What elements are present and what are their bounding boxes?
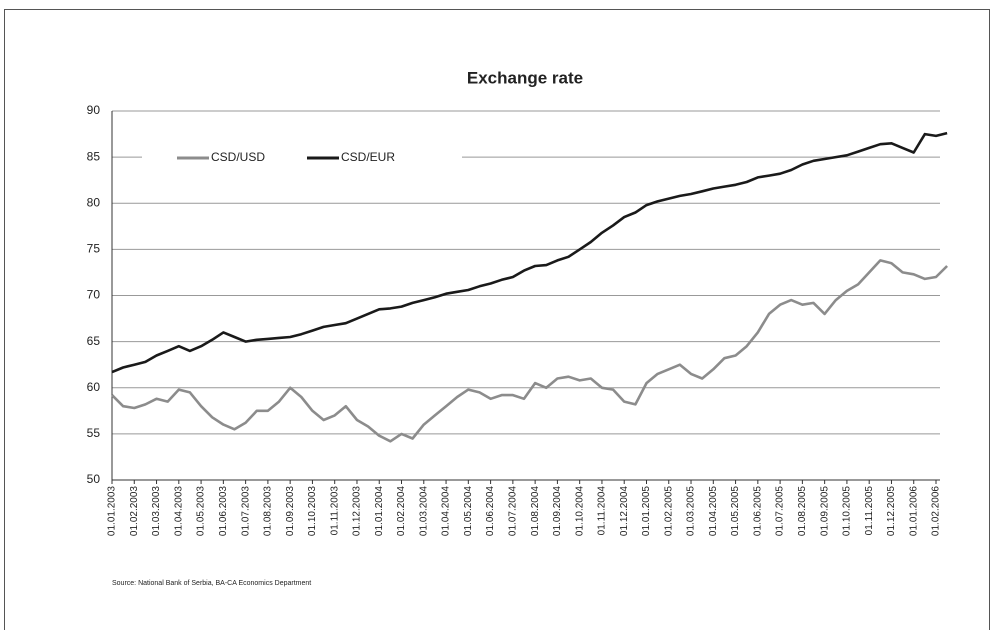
chart-title: Exchange rate	[467, 68, 583, 87]
x-tick-label: 01.09.2003	[285, 486, 296, 536]
y-tick-label: 65	[87, 334, 101, 348]
x-tick-label: 01.08.2003	[263, 486, 274, 536]
x-tick-label: 01.02.2004	[396, 486, 407, 536]
source-note: Source: National Bank of Serbia, BA-CA E…	[112, 580, 311, 587]
x-tick-label: 01.04.2003	[173, 486, 184, 536]
frame	[4, 9, 990, 630]
x-tick-label: 01.03.2004	[418, 486, 429, 536]
x-tick-label: 01.03.2005	[686, 486, 697, 536]
x-tick-label: 01.03.2003	[151, 486, 162, 536]
x-tick-label: 01.05.2003	[196, 486, 207, 536]
x-tick-label: 01.10.2004	[574, 486, 585, 536]
x-tick-label: 01.01.2005	[641, 486, 652, 536]
x-tick-label: 01.02.2006	[931, 486, 942, 536]
y-tick-label: 75	[87, 242, 101, 256]
x-tick-label: 01.10.2003	[307, 486, 318, 536]
x-tick-label: 01.11.2004	[597, 486, 608, 536]
x-tick-label: 01.08.2004	[530, 486, 541, 536]
x-tick-label: 01.04.2004	[441, 486, 452, 536]
y-tick-label: 50	[87, 472, 101, 486]
legend-label: CSD/EUR	[341, 150, 395, 164]
x-tick-label: 01.06.2003	[218, 486, 229, 536]
y-tick-label: 55	[87, 426, 101, 440]
x-tick-label: 01.08.2005	[797, 486, 808, 536]
y-tick-label: 70	[87, 288, 101, 302]
x-tick-label: 01.01.2004	[374, 486, 385, 536]
legend-label: CSD/USD	[211, 150, 265, 164]
x-tick-label: 01.02.2003	[129, 486, 140, 536]
series-line	[111, 131, 948, 374]
x-tick-label: 01.12.2005	[886, 486, 897, 536]
x-tick-label: 01.06.2005	[752, 486, 763, 536]
y-tick-label: 60	[87, 380, 101, 394]
x-tick-label: 01.06.2004	[485, 486, 496, 536]
x-tick-label: 01.07.2003	[240, 486, 251, 536]
x-tick-label: 01.12.2004	[619, 486, 630, 536]
x-tick-label: 01.02.2005	[663, 486, 674, 536]
x-tick-label: 01.05.2004	[463, 486, 474, 536]
series-line	[111, 259, 949, 443]
x-tick-label: 01.07.2005	[775, 486, 786, 536]
x-tick-label: 01.11.2005	[864, 486, 875, 536]
y-tick-label: 80	[87, 195, 101, 209]
x-tick-label: 01.07.2004	[508, 486, 519, 536]
x-tick-label: 01.09.2004	[552, 486, 563, 536]
y-tick-label: 90	[87, 103, 101, 117]
x-tick-label: 01.05.2005	[730, 486, 741, 536]
x-tick-label: 01.01.2003	[107, 486, 118, 536]
x-tick-label: 01.10.2005	[842, 486, 853, 536]
x-tick-label: 01.04.2005	[708, 486, 719, 536]
y-tick-label: 85	[87, 149, 101, 163]
x-tick-label: 01.12.2003	[352, 486, 363, 536]
x-tick-label: 01.01.2006	[908, 486, 919, 536]
x-tick-label: 01.09.2005	[819, 486, 830, 536]
x-tick-label: 01.11.2003	[329, 486, 340, 536]
